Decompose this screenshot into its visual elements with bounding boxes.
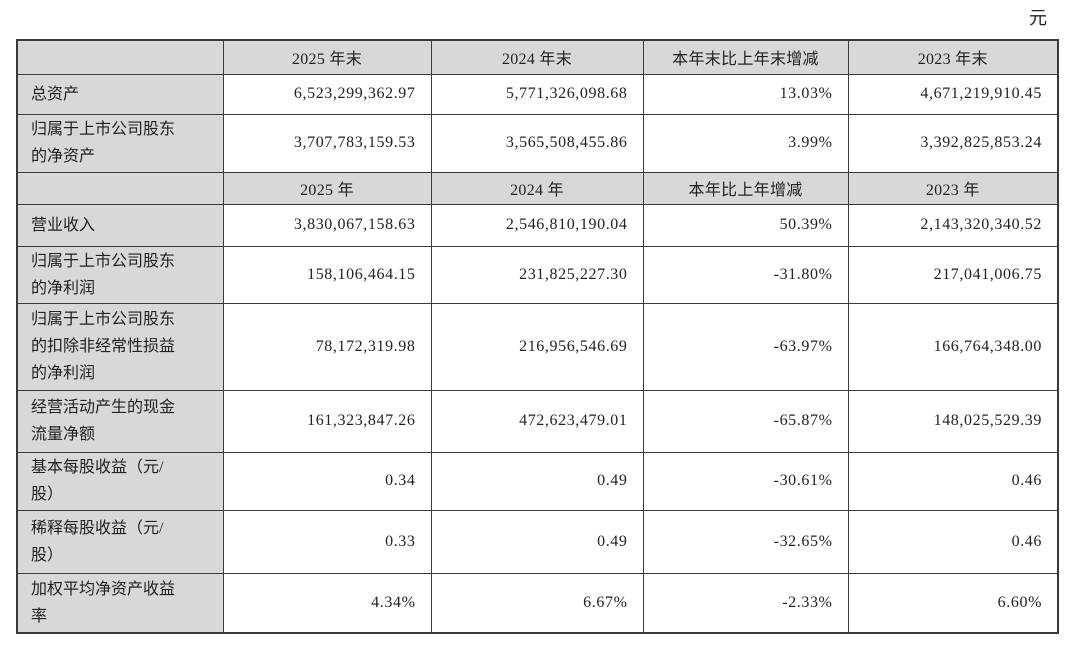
table-row-weighted-avg-roe: 加权平均净资产收益 率 4.34% 6.67% -2.33% 6.60% — [16, 572, 1059, 634]
key-financials-table: 2025 年末 2024 年末 本年末比上年末增减 2023 年末 总资产 6,… — [16, 39, 1059, 634]
cell-value: -31.80% — [642, 245, 849, 304]
cell-value: 3,707,783,159.53 — [222, 113, 432, 173]
row-label: 归属于上市公司股东 的净利润 — [16, 245, 224, 304]
cell-value: -32.65% — [642, 509, 849, 574]
section1-header-row: 2025 年末 2024 年末 本年末比上年末增减 2023 年末 — [16, 39, 1059, 75]
section2-header-row: 2025 年 2024 年 本年比上年增减 2023 年 — [16, 171, 1059, 205]
cell-value: 0.46 — [847, 509, 1059, 574]
table-row-net-assets: 归属于上市公司股东 的净资产 3,707,783,159.53 3,565,50… — [16, 113, 1059, 173]
cell-value: 6,523,299,362.97 — [222, 73, 432, 115]
row-label: 稀释每股收益（元/ 股） — [16, 509, 224, 574]
cell-value: -30.61% — [642, 451, 849, 511]
cell-value: -2.33% — [642, 572, 849, 634]
cell-value: -65.87% — [642, 389, 849, 453]
column-header-2023-ye: 2023 年末 — [847, 39, 1059, 75]
cell-value: 6.67% — [430, 572, 644, 634]
cell-value: 0.34 — [222, 451, 432, 511]
column-header-empty — [16, 171, 224, 205]
cell-value: 3,830,067,158.63 — [222, 203, 432, 247]
row-label: 经营活动产生的现金 流量净额 — [16, 389, 224, 453]
cell-value: 216,956,546.69 — [430, 302, 644, 391]
cell-value: 2,546,810,190.04 — [430, 203, 644, 247]
column-header-2023: 2023 年 — [847, 171, 1059, 205]
cell-value: 5,771,326,098.68 — [430, 73, 644, 115]
row-label: 归属于上市公司股东 的净资产 — [16, 113, 224, 173]
table-row-total-assets: 总资产 6,523,299,362.97 5,771,326,098.68 13… — [16, 73, 1059, 115]
table-row-operating-cash-flow: 经营活动产生的现金 流量净额 161,323,847.26 472,623,47… — [16, 389, 1059, 453]
cell-value: 78,172,319.98 — [222, 302, 432, 391]
column-header-2024: 2024 年 — [430, 171, 644, 205]
table-row-revenue: 营业收入 3,830,067,158.63 2,546,810,190.04 5… — [16, 203, 1059, 247]
table-row-basic-eps: 基本每股收益（元/ 股） 0.34 0.49 -30.61% 0.46 — [16, 451, 1059, 511]
cell-value: 472,623,479.01 — [430, 389, 644, 453]
row-label: 归属于上市公司股东 的扣除非经常性损益 的净利润 — [16, 302, 224, 391]
cell-value: 0.49 — [430, 451, 644, 511]
cell-value: 0.49 — [430, 509, 644, 574]
column-header-2025-ye: 2025 年末 — [222, 39, 432, 75]
cell-value: 3,565,508,455.86 — [430, 113, 644, 173]
cell-value: 50.39% — [642, 203, 849, 247]
row-label: 基本每股收益（元/ 股） — [16, 451, 224, 511]
cell-value: 3.99% — [642, 113, 849, 173]
column-header-2025: 2025 年 — [222, 171, 432, 205]
row-label: 营业收入 — [16, 203, 224, 247]
cell-value: 148,025,529.39 — [847, 389, 1059, 453]
cell-value: 4,671,219,910.45 — [847, 73, 1059, 115]
column-header-empty — [16, 39, 224, 75]
cell-value: 231,825,227.30 — [430, 245, 644, 304]
column-header-2024-ye: 2024 年末 — [430, 39, 644, 75]
cell-value: 6.60% — [847, 572, 1059, 634]
column-header-yoy-ye-change: 本年末比上年末增减 — [642, 39, 849, 75]
cell-value: 3,392,825,853.24 — [847, 113, 1059, 173]
table-row-diluted-eps: 稀释每股收益（元/ 股） 0.33 0.49 -32.65% 0.46 — [16, 509, 1059, 574]
cell-value: -63.97% — [642, 302, 849, 391]
row-label: 加权平均净资产收益 率 — [16, 572, 224, 634]
cell-value: 0.33 — [222, 509, 432, 574]
currency-unit-label: 元 — [1029, 8, 1047, 28]
cell-value: 166,764,348.00 — [847, 302, 1059, 391]
cell-value: 158,106,464.15 — [222, 245, 432, 304]
cell-value: 161,323,847.26 — [222, 389, 432, 453]
cell-value: 13.03% — [642, 73, 849, 115]
cell-value: 0.46 — [847, 451, 1059, 511]
column-header-yoy-change: 本年比上年增减 — [642, 171, 849, 205]
row-label: 总资产 — [16, 73, 224, 115]
cell-value: 2,143,320,340.52 — [847, 203, 1059, 247]
table-row-net-profit-excl-nonrecurring: 归属于上市公司股东 的扣除非经常性损益 的净利润 78,172,319.98 2… — [16, 302, 1059, 391]
table-row-net-profit: 归属于上市公司股东 的净利润 158,106,464.15 231,825,22… — [16, 245, 1059, 304]
cell-value: 217,041,006.75 — [847, 245, 1059, 304]
cell-value: 4.34% — [222, 572, 432, 634]
